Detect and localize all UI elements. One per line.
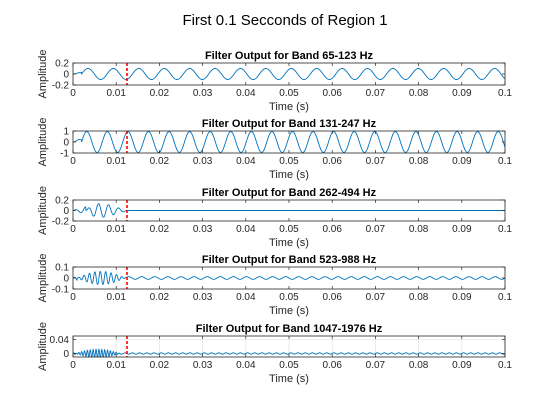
x-axis-label: Time (s) [269,237,309,249]
x-tick-label: 0.04 [236,88,256,99]
y-tick-label: -0.2 [52,217,70,228]
x-tick-label: 0.01 [106,292,126,303]
x-tick-label: 0.01 [106,360,126,371]
x-tick-label: 0.05 [279,156,299,167]
x-tick-label: 0 [70,292,76,303]
x-tick-label: 0.01 [106,88,126,99]
y-tick-label: 1 [63,127,69,138]
x-tick-label: 0.07 [366,360,386,371]
x-tick-label: 0.08 [409,360,429,371]
x-tick-label: 0.04 [236,360,256,371]
x-tick-label: 0.01 [106,224,126,235]
subplot-4: 0 0.01 0.02 0.03 0.04 0.05 0.06 0.07 0.08 0.09 0.1… [37,254,512,317]
y-axis-label: Amplitude [37,322,49,371]
y-tick-label: 0 [63,349,69,360]
x-tick-label: 0.05 [279,360,299,371]
signal-line [72,270,506,286]
subplot-3: 0 0.01 0.02 0.03 0.04 0.05 0.06 0.07 0.08 0.09 0.1… [37,186,512,249]
y-tick-label: -1 [60,149,69,160]
x-tick-label: 0.06 [322,292,342,303]
y-tick-label: 0.04 [50,335,70,346]
y-tick-label: 0.2 [55,59,69,70]
x-tick-label: 0.04 [236,156,256,167]
subplot-2: 0 0.01 0.02 0.03 0.04 0.05 0.06 0.07 0.08 0.09 0.1… [37,118,512,181]
figure-title: First 0.1 Secconds of Region 1 [182,12,387,29]
x-tick-label: 0.08 [409,88,429,99]
x-tick-label: 0.04 [236,292,256,303]
x-tick-label: 0.05 [279,292,299,303]
x-tick-label: 0.02 [150,88,170,99]
x-tick-label: 0.07 [366,292,386,303]
panel-title: Filter Output for Band 523-988 Hz [202,254,377,266]
signal-line [72,348,506,358]
plot-area [73,131,505,153]
panel-title: Filter Output for Band 131-247 Hz [202,118,377,130]
x-tick-label: 0 [70,88,76,99]
x-tick-label: 0.03 [193,88,213,99]
subplot-5: 0 0.01 0.02 0.03 0.04 0.05 0.06 0.07 0.08 0.09 0.1… [37,322,512,385]
x-axis-label: Time (s) [269,169,309,181]
y-tick-label: 0.2 [55,196,69,207]
y-axis-label: Amplitude [37,254,49,303]
y-axis-label: Amplitude [37,50,49,99]
x-tick-label: 0.08 [409,156,429,167]
x-tick-label: 0.1 [498,292,512,303]
x-tick-label: 0.04 [236,224,256,235]
signal-line [72,203,505,218]
x-tick-label: 0.03 [193,156,213,167]
x-tick-label: 0.03 [193,224,213,235]
x-tick-label: 0.1 [498,360,512,371]
x-tick-label: 0.09 [452,88,472,99]
y-axis-label: Amplitude [37,118,49,167]
x-tick-label: 0.05 [279,88,299,99]
x-tick-label: 0.02 [150,360,170,371]
x-tick-label: 0.1 [498,224,512,235]
y-tick-label: 0 [63,138,69,149]
plot-area [73,63,505,85]
x-tick-label: 0.09 [452,360,472,371]
panel-title: Filter Output for Band 262-494 Hz [202,187,377,199]
x-tick-label: 0.1 [498,88,512,99]
x-tick-label: 0.03 [193,292,213,303]
x-tick-label: 0.09 [452,156,472,167]
x-tick-label: 0.08 [409,224,429,235]
panel-title: Filter Output for Band 1047-1976 Hz [196,323,383,335]
x-tick-label: 0 [70,156,76,167]
x-axis-label: Time (s) [269,373,309,385]
x-tick-label: 0.1 [498,156,512,167]
signal-line [72,131,506,153]
x-tick-label: 0.07 [366,224,386,235]
y-axis-label: Amplitude [37,186,49,235]
x-tick-label: 0.08 [409,292,429,303]
x-tick-label: 0.05 [279,224,299,235]
subplot-1: 0 0.01 0.02 0.03 0.04 0.05 0.06 0.07 0.08 0.09 0.1… [37,50,512,113]
x-tick-label: 0.02 [150,292,170,303]
x-tick-label: 0.09 [452,224,472,235]
x-tick-label: 0.06 [322,88,342,99]
panel-title: Filter Output for Band 65-123 Hz [205,50,374,62]
y-tick-label: -0.1 [52,285,70,296]
y-tick-label: 0 [63,70,69,81]
x-axis-label: Time (s) [269,101,309,113]
y-tick-label: 0 [63,206,69,217]
x-tick-label: 0.02 [150,156,170,167]
x-tick-label: 0.02 [150,224,170,235]
x-tick-label: 0 [70,360,76,371]
x-tick-label: 0.01 [106,156,126,167]
x-tick-label: 0.06 [322,224,342,235]
x-tick-label: 0 [70,224,76,235]
y-tick-label: 0.1 [55,263,69,274]
subplot-panels: 0 0.01 0.02 0.03 0.04 0.05 0.06 0.07 0.08 0.09 0.1… [37,50,512,385]
x-tick-label: 0.06 [322,156,342,167]
signal-line [73,68,506,80]
x-tick-label: 0.09 [452,292,472,303]
y-tick-label: 0 [63,274,69,285]
y-tick-label: -0.2 [52,81,70,92]
x-tick-label: 0.07 [366,156,386,167]
x-axis-label: Time (s) [269,305,309,317]
x-tick-label: 0.06 [322,360,342,371]
x-tick-label: 0.07 [366,88,386,99]
x-tick-label: 0.03 [193,360,213,371]
